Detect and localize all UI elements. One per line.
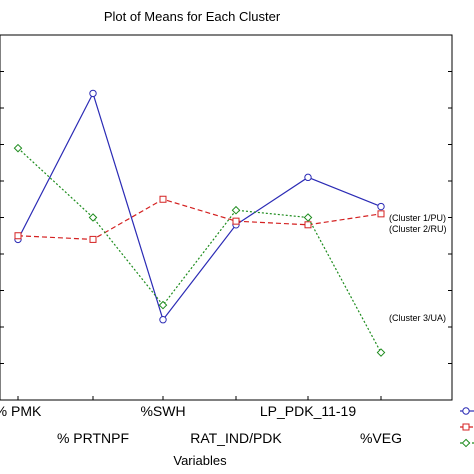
- x-tick-label: %VEG: [360, 430, 402, 446]
- data-point: [376, 348, 386, 357]
- x-tick-label: %SWH: [140, 403, 185, 419]
- series-annotation: (Cluster 1/PU): [389, 213, 446, 223]
- series-3: [13, 143, 386, 357]
- series-annotations: (Cluster 1/PU)(Cluster 2/RU) (Cluster 3/U…: [389, 213, 447, 323]
- data-point: [232, 217, 240, 225]
- x-axis-title: Variables: [173, 453, 227, 468]
- x-tick-label: % PMK: [0, 403, 42, 419]
- legend-marker: [462, 407, 470, 415]
- series-annotation: (Cluster 3/UA): [389, 313, 446, 323]
- series-1: [14, 89, 385, 324]
- x-tick-label: % PRTNPF: [57, 430, 129, 446]
- plot-frame: [0, 34, 453, 401]
- data-point: [88, 213, 98, 222]
- series-line: [17, 91, 382, 321]
- series-line: [17, 147, 382, 353]
- x-tick-label: LP_PDK_11-19: [260, 403, 356, 419]
- legend-marker: [461, 438, 471, 448]
- chart-title: Plot of Means for Each Cluster: [104, 9, 281, 24]
- data-point: [89, 89, 97, 98]
- data-point: [377, 202, 385, 211]
- data-point: [304, 173, 312, 182]
- x-axis-ticks: [17, 396, 382, 400]
- data-point: [159, 195, 167, 203]
- series-line: [17, 198, 382, 241]
- data-point: [377, 210, 385, 218]
- data-point: [13, 143, 23, 153]
- data-point: [158, 300, 168, 310]
- data-point: [303, 213, 313, 222]
- series-layer: [13, 89, 386, 357]
- legend-marker: [462, 423, 470, 431]
- data-point: [304, 221, 312, 229]
- series-2: [14, 195, 385, 243]
- data-point: [159, 316, 167, 324]
- y-axis-ticks: [0, 71, 452, 364]
- data-point: [14, 232, 22, 240]
- legend: [460, 407, 474, 448]
- x-tick-label: RAT_IND/PDK: [190, 430, 282, 446]
- data-point: [231, 205, 241, 215]
- data-point: [89, 235, 97, 243]
- series-annotation: (Cluster 2/RU): [389, 224, 447, 234]
- x-axis-labels: % PMK % PRTNPF %SWH RAT_IND/PDK LP_PDK_11-19…: [0, 403, 402, 446]
